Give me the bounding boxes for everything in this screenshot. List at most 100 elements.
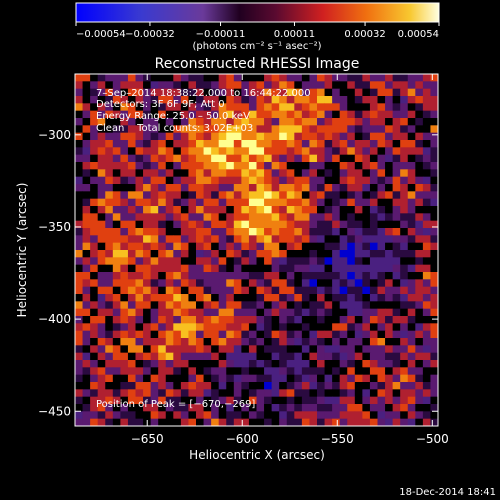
heatmap-cell <box>271 316 280 324</box>
heatmap-cell <box>150 74 159 82</box>
heatmap-cell <box>332 184 341 192</box>
heatmap-cell <box>105 242 114 251</box>
heatmap-cell <box>150 154 159 163</box>
heatmap-cell <box>339 338 348 346</box>
heatmap-cell <box>317 286 325 295</box>
heatmap-cell <box>150 264 159 273</box>
heatmap-cell <box>120 272 129 280</box>
heatmap-cell <box>241 96 250 104</box>
heatmap-cell <box>248 411 257 420</box>
heatmap-cell <box>211 132 220 141</box>
heatmap-cell <box>392 308 401 317</box>
heatmap-cell <box>271 125 280 134</box>
heatmap-cell <box>339 294 348 302</box>
heatmap-cell <box>279 140 288 148</box>
heatmap-cell <box>294 206 303 214</box>
heatmap-cell <box>301 294 310 302</box>
heatmap-cell <box>105 272 114 280</box>
heatmap-cell <box>211 74 220 82</box>
heatmap-cell <box>317 294 325 302</box>
heatmap-cell <box>301 330 310 339</box>
heatmap-cell <box>180 74 189 82</box>
heatmap-cell <box>309 382 318 390</box>
heatmap-cell <box>203 213 212 222</box>
heatmap-cell <box>339 81 348 90</box>
heatmap-cell <box>211 191 220 200</box>
heatmap-cell <box>377 330 386 339</box>
heatmap-cell <box>97 191 106 200</box>
heatmap-cell <box>324 74 333 82</box>
heatmap-cell <box>279 96 288 104</box>
heatmap-cell <box>271 132 280 141</box>
heatmap-cell <box>196 235 204 244</box>
heatmap-cell <box>165 154 174 163</box>
heatmap-cell <box>165 374 174 383</box>
heatmap-cell <box>264 308 273 317</box>
heatmap-cell <box>400 103 409 112</box>
heatmap-cell <box>392 389 401 398</box>
heatmap-cell <box>430 389 439 398</box>
heatmap-cell <box>180 257 189 266</box>
heatmap-cell <box>97 360 106 368</box>
heatmap-cell <box>369 374 378 383</box>
heatmap-cell <box>369 396 378 405</box>
heatmap-cell <box>264 404 273 412</box>
heatmap-cell <box>165 382 174 390</box>
heatmap-cell <box>256 279 265 288</box>
heatmap-cell <box>407 250 416 258</box>
heatmap-cell <box>112 154 121 163</box>
heatmap-cell <box>256 338 265 346</box>
heatmap-cell <box>286 360 295 368</box>
heatmap-cell <box>279 176 288 185</box>
heatmap-cell <box>226 235 235 244</box>
heatmap-cell <box>317 125 325 134</box>
heatmap-cell <box>218 118 227 126</box>
heatmap-cell <box>347 316 356 324</box>
heatmap-cell <box>188 110 197 119</box>
heatmap-cell <box>279 169 288 178</box>
heatmap-cell <box>135 118 144 126</box>
heatmap-cell <box>332 154 341 163</box>
heatmap-cell <box>430 191 439 200</box>
heatmap-cell <box>377 96 386 104</box>
heatmap-cell <box>362 206 371 214</box>
heatmap-cell <box>294 191 303 200</box>
heatmap-cell <box>264 338 273 346</box>
heatmap-cell <box>385 374 394 383</box>
heatmap-cell <box>82 360 91 368</box>
heatmap-cell <box>430 316 439 324</box>
heatmap-cell <box>120 220 129 229</box>
heatmap-cell <box>105 352 114 361</box>
heatmap-cell <box>332 103 341 112</box>
heatmap-cell <box>430 176 439 185</box>
heatmap-cell <box>112 382 121 390</box>
heatmap-cell <box>354 418 363 427</box>
heatmap-cell <box>301 345 310 354</box>
heatmap-cell <box>392 191 401 200</box>
heatmap-cell <box>415 308 424 317</box>
heatmap-cell <box>188 323 197 332</box>
heatmap-cell <box>369 345 378 354</box>
heatmap-cell <box>309 360 318 368</box>
heatmap-cell <box>369 140 378 148</box>
heatmap-cell <box>165 411 174 420</box>
heatmap-cell <box>256 96 265 104</box>
heatmap-cell <box>127 81 136 90</box>
heatmap-cell <box>97 382 106 390</box>
heatmap-cell <box>362 88 371 97</box>
heatmap-cell <box>135 374 144 383</box>
heatmap-cell <box>264 81 273 90</box>
heatmap-cell <box>377 294 386 302</box>
heatmap-cell <box>112 228 121 236</box>
heatmap-cell <box>347 323 356 332</box>
heatmap-cell <box>256 374 265 383</box>
heatmap-cell <box>286 411 295 420</box>
heatmap-cell <box>150 308 159 317</box>
heatmap-cell <box>241 176 250 185</box>
heatmap-cell <box>400 198 409 207</box>
heatmap-cell <box>150 81 159 90</box>
heatmap-cell <box>203 103 212 112</box>
heatmap-cell <box>241 323 250 332</box>
heatmap-cell <box>324 162 333 170</box>
heatmap-cell <box>354 257 363 266</box>
